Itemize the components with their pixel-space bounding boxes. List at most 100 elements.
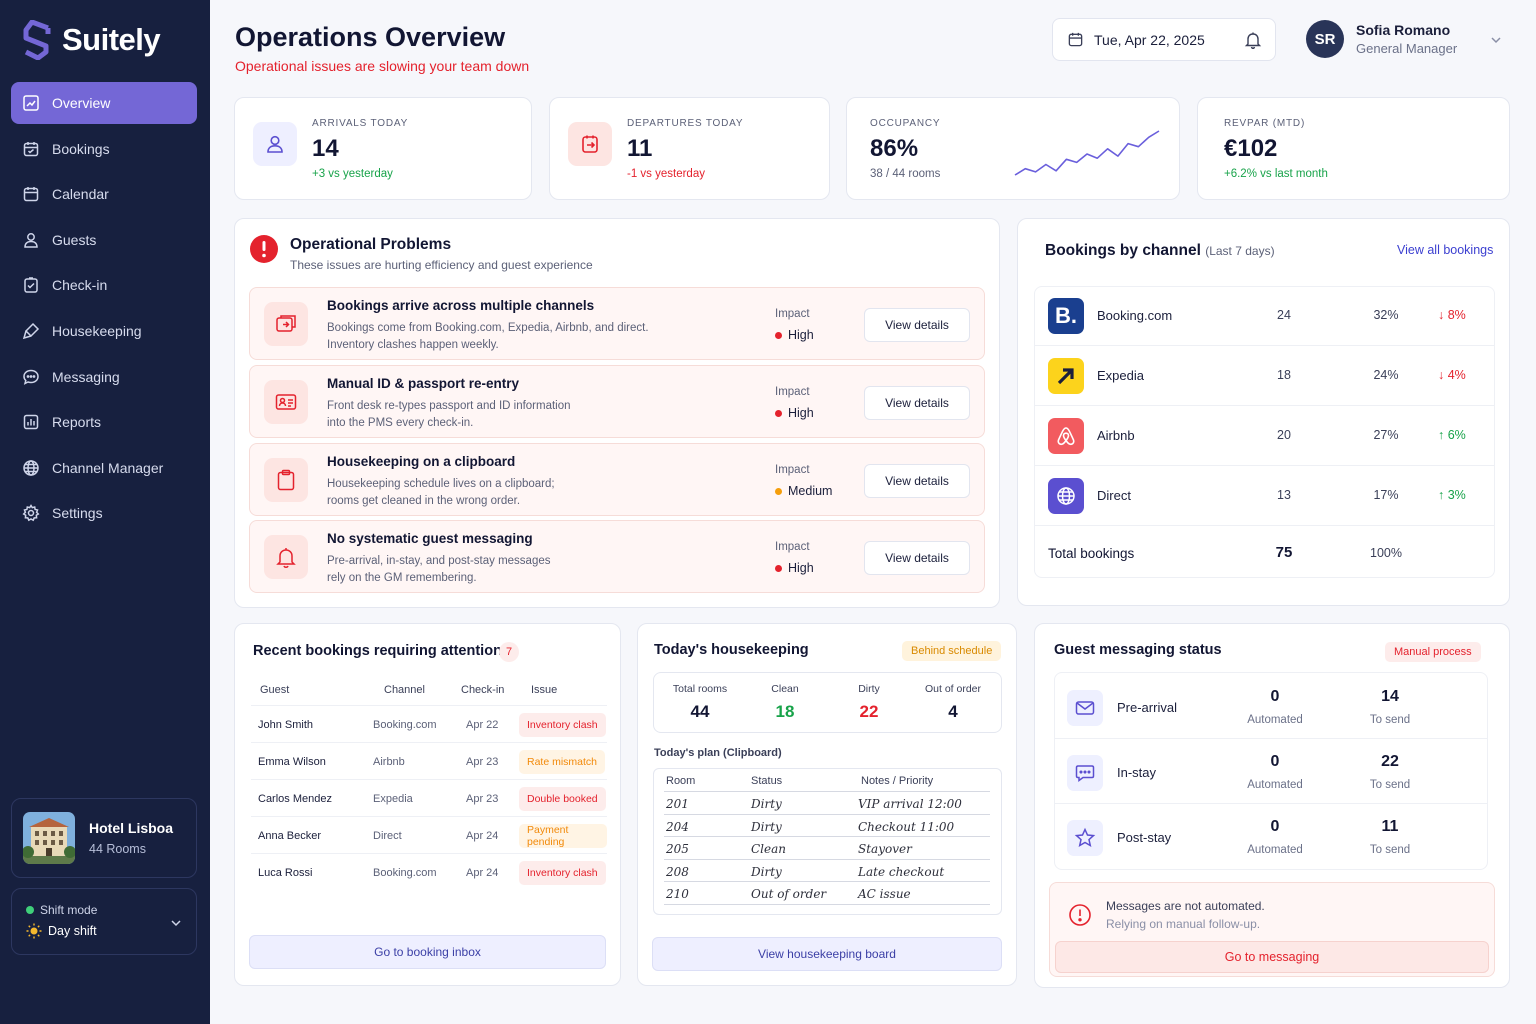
sidebar-item-label: Settings: [52, 505, 103, 522]
table-row[interactable]: Luca Rossi Booking.com Apr 24 Inventory …: [251, 854, 607, 891]
guest-name: Emma Wilson: [258, 756, 326, 768]
stat-label: Total rooms: [672, 683, 728, 695]
operational-problems-panel: Operational Problems These issues are hu…: [234, 218, 1000, 608]
table-row[interactable]: Emma Wilson Airbnb Apr 23 Rate mismatch: [251, 743, 607, 780]
view-details-button[interactable]: View details: [864, 308, 970, 342]
calendar-icon: [22, 185, 40, 203]
kpi-label: Occupancy: [870, 118, 941, 129]
view-all-bookings-link[interactable]: View all bookings: [1397, 243, 1494, 257]
sidebar-item-housekeeping[interactable]: Housekeeping: [11, 310, 197, 352]
channel-row[interactable]: B. Booking.com 24 32% ↓ 8%: [1034, 286, 1494, 346]
checkin-date: Apr 22: [466, 719, 499, 731]
description-line: rooms get cleaned in the wrong order.: [327, 495, 521, 507]
user-menu[interactable]: SR Sofia Romano General Manager: [1306, 20, 1457, 58]
table-row[interactable]: Anna Becker Direct Apr 24 Payment pendin…: [251, 817, 607, 854]
issue-badge: Inventory clash: [519, 861, 606, 885]
stat-label: Clean: [771, 683, 799, 695]
table-row[interactable]: John Smith Booking.com Apr 22 Inventory …: [251, 706, 607, 743]
sidebar-item-guests[interactable]: Guests: [11, 219, 197, 261]
view-details-button[interactable]: View details: [864, 386, 970, 420]
kpi-label: Departures today: [627, 118, 744, 129]
plan-title: Today's plan (Clipboard): [654, 747, 782, 759]
table-row[interactable]: 210 Out of order AC issue: [664, 882, 990, 905]
sidebar-item-checkin[interactable]: Check-in: [11, 264, 197, 306]
sidebar-item-bookings[interactable]: Bookings: [11, 128, 197, 170]
view-details-button[interactable]: View details: [864, 541, 970, 575]
guest-name: Luca Rossi: [258, 867, 313, 879]
channel-trend: ↓ 8%: [1438, 308, 1466, 322]
automated-label: Automated: [1247, 779, 1303, 791]
room-number: 201: [666, 797, 689, 811]
chevron-down-icon[interactable]: [1490, 34, 1502, 46]
channel-count: 24: [1277, 308, 1291, 322]
issue-badge: Inventory clash: [519, 713, 606, 737]
impact-dot-icon: [775, 409, 782, 417]
user-role: General Manager: [1356, 41, 1458, 56]
sidebar-item-reports[interactable]: Reports: [11, 401, 197, 443]
table-row[interactable]: Carlos Mendez Expedia Apr 23 Double book…: [251, 780, 607, 817]
sidebar-item-channel-manager[interactable]: Channel Manager: [11, 447, 197, 489]
automation-alert: Messages are not automated. Relying on m…: [1049, 882, 1495, 977]
guest-messaging-panel: Guest messaging status Manual process Pr…: [1034, 623, 1510, 988]
page-subtitle: Operational issues are slowing your team…: [235, 58, 530, 74]
channel-period: (Last 7 days): [1205, 244, 1275, 258]
message-row-in-stay[interactable]: In-stay 0 Automated 22 To send: [1055, 739, 1487, 804]
sidebar-item-label: Channel Manager: [52, 459, 164, 476]
section-title: Bookings by channel (Last 7 days): [1045, 242, 1275, 260]
sidebar-item-overview[interactable]: Overview: [11, 82, 197, 124]
sidebar-item-settings[interactable]: Settings: [11, 492, 197, 534]
clipboard-plan-table: Room Status Notes / Priority 201 Dirty VIP…: [653, 768, 1002, 915]
impact-label: Impact: [775, 308, 810, 320]
go-to-booking-inbox-button[interactable]: Go to booking inbox: [249, 935, 606, 969]
column-header-room: Room: [666, 775, 696, 787]
stat-total-rooms: Total rooms 44: [660, 683, 740, 722]
checkin-icon: [22, 276, 40, 294]
stat-dirty: Dirty 22: [829, 683, 909, 722]
brand-logo[interactable]: Suitely: [22, 20, 161, 60]
booking-channel: Booking.com: [373, 867, 437, 879]
booking-channel: Expedia: [373, 793, 413, 805]
multi-channel-icon: [264, 302, 308, 346]
channel-row[interactable]: Expedia 18 24% ↓ 4%: [1034, 346, 1494, 406]
impact-label: Impact: [775, 386, 810, 398]
hotel-card[interactable]: Hotel Lisboa 44 Rooms: [11, 798, 197, 878]
description-line: Bookings come from Booking.com, Expedia,…: [327, 322, 649, 334]
impact-value: High: [775, 561, 814, 575]
sparkline-line: [1014, 130, 1160, 176]
room-number: 205: [666, 842, 689, 856]
channel-row[interactable]: Direct 13 17% ↑ 3%: [1034, 466, 1494, 526]
sidebar-item-messaging[interactable]: Messaging: [11, 356, 197, 398]
message-row-pre-arrival[interactable]: Pre-arrival 0 Automated 14 To send: [1055, 674, 1487, 739]
trend-value: 4%: [1447, 368, 1466, 382]
automated-count: 0: [1270, 818, 1280, 835]
channel-title-text: Bookings by channel: [1045, 242, 1201, 259]
shift-mode-selector[interactable]: Shift mode Day shift: [11, 888, 197, 955]
sidebar-nav: Overview Bookings Calendar Guests Check-…: [11, 82, 197, 538]
kpi-delta: -1 vs yesterday: [627, 168, 705, 180]
user-name: Sofia Romano: [1356, 22, 1451, 38]
impact-value: Medium: [775, 484, 832, 498]
hotel-rooms: 44 Rooms: [89, 842, 146, 856]
kpi-card-arrivals: Arrivals today 14 +3 vs yesterday: [234, 97, 532, 200]
table-row[interactable]: 208 Dirty Late checkout: [664, 860, 990, 882]
table-row[interactable]: 201 Dirty VIP arrival 12:00: [664, 792, 990, 815]
channel-row[interactable]: Airbnb 20 27% ↑ 6%: [1034, 406, 1494, 466]
avatar: SR: [1306, 20, 1344, 58]
table-row[interactable]: 205 Clean Stayover: [664, 837, 990, 860]
channel-trend: ↑ 3%: [1438, 488, 1466, 502]
view-housekeeping-board-button[interactable]: View housekeeping board: [652, 937, 1002, 971]
sidebar-item-calendar[interactable]: Calendar: [11, 173, 197, 215]
date-picker[interactable]: Tue, Apr 22, 2025: [1052, 18, 1276, 61]
table-row[interactable]: 204 Dirty Checkout 11:00: [664, 815, 990, 837]
to-send-count: 22: [1381, 753, 1399, 770]
channel-name: Expedia: [1097, 368, 1144, 383]
notifications-bell-icon[interactable]: [1243, 30, 1263, 50]
stat-value: 22: [859, 702, 879, 721]
message-row-post-stay[interactable]: Post-stay 0 Automated 11 To send: [1055, 804, 1487, 869]
kpi-card-revpar: RevPAR (MTD) €102 +6.2% vs last month: [1197, 97, 1510, 200]
view-details-button[interactable]: View details: [864, 464, 970, 498]
go-to-messaging-button[interactable]: Go to messaging: [1055, 941, 1489, 973]
room-number: 204: [666, 819, 689, 834]
recent-bookings-panel: Recent bookings requiring attention 7 Gu…: [234, 623, 621, 986]
current-date: Tue, Apr 22, 2025: [1094, 31, 1205, 48]
